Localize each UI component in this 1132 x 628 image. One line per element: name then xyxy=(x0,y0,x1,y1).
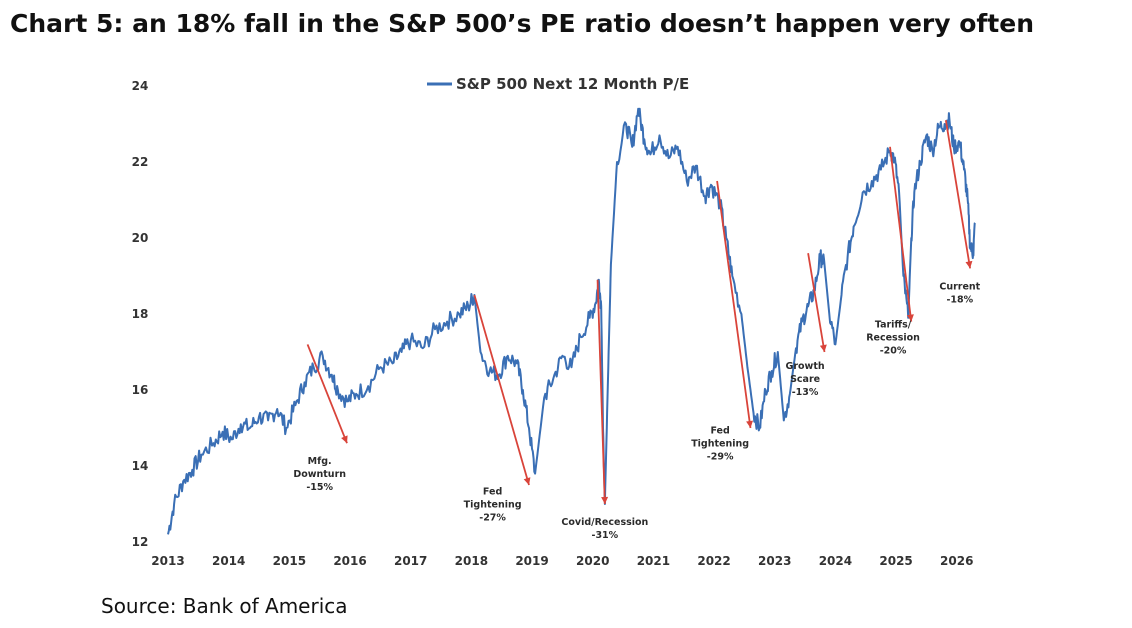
x-tick-label: 2026 xyxy=(940,554,973,568)
y-tick-label: 18 xyxy=(132,307,149,321)
source-note: Source: Bank of America xyxy=(101,594,348,618)
y-tick-label: 12 xyxy=(132,535,149,549)
annotation-label: -27% xyxy=(479,513,506,524)
arrow-head xyxy=(746,420,753,428)
pe-ratio-chart: S&P 500 Next 12 Month P/E 12141618202224… xyxy=(132,75,981,568)
annotation-label: Growth xyxy=(786,361,825,372)
x-tick-label: 2014 xyxy=(212,554,245,568)
x-tick-label: 2016 xyxy=(333,554,366,568)
annotation-label: Covid/Recession xyxy=(561,517,648,528)
annotation-label: -31% xyxy=(592,530,619,541)
x-tick-label: 2017 xyxy=(394,554,427,568)
legend-label: S&P 500 Next 12 Month P/E xyxy=(456,75,689,93)
annotation-label: Fed xyxy=(710,426,729,437)
x-axis: 2013 2014 2015 2016 2017 2018 2019 2020 2021 2022… xyxy=(151,554,973,568)
annotation-label: Current xyxy=(939,281,980,292)
arrow-head xyxy=(341,435,348,444)
arrow-head xyxy=(965,260,973,269)
y-tick-label: 22 xyxy=(132,155,149,169)
annotation-label: Downturn xyxy=(293,469,346,480)
annotation-label: -29% xyxy=(707,452,734,463)
chart-heading: Chart 5: an 18% fall in the S&P 500’s PE… xyxy=(10,9,1034,38)
drawdown-arrow xyxy=(807,253,826,353)
y-tick-label: 16 xyxy=(132,383,149,397)
annotation-label: Fed xyxy=(483,487,502,498)
drawdown-arrow xyxy=(473,294,530,486)
chart-area: S&P 500 Next 12 Month P/E 12 14 16 18 20 22 24… xyxy=(120,60,1000,580)
drawdown-arrow xyxy=(944,120,972,269)
annotation-label: -13% xyxy=(792,387,819,398)
arrow-head xyxy=(601,496,609,504)
annotation-arrows xyxy=(306,120,973,505)
y-tick-label: 24 xyxy=(132,79,149,93)
arrow-head xyxy=(523,477,531,485)
annotation-label: Tightening xyxy=(464,500,522,511)
y-axis: 12 14 16 18 20 22 24 xyxy=(132,79,149,549)
annotation-label: -20% xyxy=(880,345,907,356)
annotation-label: Mfg. xyxy=(308,456,332,467)
annotation-label: Recession xyxy=(866,332,920,343)
series-layer xyxy=(167,107,976,535)
drawdown-arrow xyxy=(889,146,913,322)
annotation-label: -15% xyxy=(306,482,333,493)
drawdown-arrow xyxy=(306,344,348,444)
x-tick-label: 2021 xyxy=(637,554,670,568)
drawdown-arrow xyxy=(596,279,606,505)
x-tick-label: 2025 xyxy=(879,554,912,568)
annotation-label: -18% xyxy=(946,294,973,305)
x-tick-label: 2019 xyxy=(515,554,548,568)
annotation-labels: Mfg. Downturn -15% Fed Tightening -27% Covid/R… xyxy=(293,281,980,541)
y-tick-label: 14 xyxy=(132,459,149,473)
series-line xyxy=(167,107,976,535)
legend: S&P 500 Next 12 Month P/E xyxy=(427,75,689,93)
arrow-head xyxy=(819,344,827,352)
x-tick-label: 2013 xyxy=(151,554,184,568)
x-tick-label: 2024 xyxy=(819,554,852,568)
annotation-label: Tightening xyxy=(691,439,749,450)
x-tick-label: 2023 xyxy=(758,554,791,568)
x-tick-label: 2015 xyxy=(273,554,306,568)
x-tick-label: 2020 xyxy=(576,554,609,568)
y-tick-label: 20 xyxy=(132,231,149,245)
x-tick-label: 2022 xyxy=(697,554,730,568)
x-tick-label: 2018 xyxy=(455,554,488,568)
drawdown-arrow xyxy=(716,180,752,429)
annotation-label: Tariffs/ xyxy=(875,319,912,330)
arrow-head xyxy=(906,314,914,322)
annotation-label: Scare xyxy=(790,374,820,385)
